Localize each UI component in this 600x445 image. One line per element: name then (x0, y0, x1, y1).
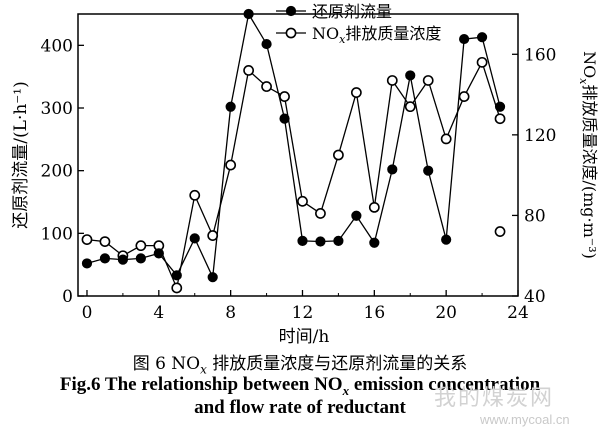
series-reductant-point-19 (423, 165, 434, 176)
series-nox-point-19 (422, 75, 434, 86)
series-reductant-point-8 (225, 101, 236, 112)
watermark-logo: 我的煤炭网 (434, 386, 555, 411)
series-reductant-point-5 (171, 270, 182, 281)
series-reductant-point-14 (333, 235, 344, 246)
y-left-tick-label-100: 100 (41, 224, 73, 244)
series-reductant-point-11 (279, 113, 290, 124)
series-nox-point-5 (171, 282, 183, 294)
legend-nox-prefix: NO (312, 24, 339, 43)
series-nox-line (86, 60, 501, 291)
y-left-tick-label-400: 400 (41, 36, 73, 56)
legend-nox-label: NOx排放质量浓度 (312, 24, 441, 46)
x-axis-label: 时间/h (279, 327, 330, 347)
legend-reductant-marker (285, 5, 297, 17)
legend-nox-marker (285, 27, 297, 39)
series-nox-point-7 (207, 230, 219, 241)
series-reductant-point-17 (387, 164, 398, 175)
series-nox-point-18 (404, 101, 416, 113)
series-reductant-point-6 (189, 233, 200, 244)
series-nox-point-15 (350, 87, 362, 98)
y-right-tick-label-120: 120 (524, 126, 556, 146)
caption-english-line2: and flow rate of reductant (194, 397, 406, 418)
series-reductant-point-13 (315, 236, 326, 247)
y-right-tick-label-160: 160 (524, 45, 556, 65)
series-reductant-point-3 (135, 253, 146, 264)
series-nox-point-9 (243, 65, 255, 76)
x-tick-label-12: 12 (292, 303, 314, 323)
series-reductant-point-18 (405, 70, 416, 81)
y-right-label-prefix: NO (580, 51, 599, 78)
x-tick-label-20: 20 (435, 303, 457, 323)
caption-cn-prefix: 图 6 NO (132, 354, 201, 374)
y-left-tick-label-300: 300 (41, 99, 73, 119)
series-reductant-point-23 (494, 101, 506, 112)
series-nox-point-23 (494, 113, 506, 125)
series-nox-point-20 (440, 133, 452, 145)
series-reductant-point-10 (261, 38, 272, 50)
legend-nox-suffix: 排放质量浓度 (345, 24, 441, 43)
series-nox-point-22 (476, 56, 488, 68)
x-tick-label-4: 4 (153, 303, 164, 323)
series-nox-point-11 (279, 91, 290, 102)
series-nox-point-12 (297, 195, 308, 207)
legend-nox-sub: x (339, 33, 346, 46)
series-reductant-point-20 (441, 234, 452, 245)
series-nox-extra-point-0 (494, 226, 506, 237)
y-right-label-suffix: 排放质量浓度/(mg·m⁻³) (580, 84, 599, 258)
series-nox-point-13 (315, 208, 326, 219)
series-nox-point-14 (333, 149, 344, 161)
series-reductant-point-1 (99, 253, 111, 264)
y-right-label-sub: x (577, 78, 590, 85)
legend-reductant-label: 还原剂流量 (312, 2, 392, 21)
watermark-url: www.mycoal.cn (480, 412, 570, 427)
series-reductant-point-21 (459, 33, 470, 45)
y-left-tick-label-0: 0 (62, 287, 73, 307)
series-nox-point-10 (261, 81, 272, 92)
caption-chinese: 图 6 NOx 排放质量浓度与还原剂流量的关系 (0, 349, 600, 376)
caption-cn-sub: x (200, 362, 207, 377)
plot-frame (77, 13, 519, 297)
y-left-tick-label-200: 200 (41, 162, 73, 182)
caption-en1-suffix: emission concentration (349, 374, 541, 395)
y-left-axis-label: 还原剂流量/(L·h⁻¹) (11, 81, 31, 228)
series-reductant-point-9 (243, 8, 254, 20)
y-right-axis-label: NOx排放质量浓度/(mg·m⁻³) (577, 51, 599, 259)
series-reductant-point-15 (351, 210, 362, 221)
series-nox-point-21 (458, 91, 470, 102)
y-right-tick-label-40: 40 (524, 287, 546, 307)
x-tick-label-8: 8 (225, 303, 236, 323)
x-tick-label-16: 16 (364, 303, 386, 323)
caption-en1-sub: x (342, 382, 350, 398)
series-nox-point-3 (135, 240, 147, 252)
series-reductant-point-16 (369, 237, 380, 248)
series-nox-point-16 (368, 201, 380, 213)
series-reductant-point-0 (81, 258, 93, 269)
series-nox-point-0 (81, 234, 93, 245)
series-reductant-point-2 (117, 254, 128, 265)
series-reductant-point-22 (476, 32, 488, 43)
caption-cn-suffix: 排放质量浓度与还原剂流量的关系 (206, 354, 468, 374)
series-reductant-point-4 (153, 248, 164, 259)
x-tick-label-0: 0 (82, 303, 93, 323)
series-nox-point-6 (189, 189, 201, 201)
series-reductant-point-7 (207, 272, 218, 283)
caption-english-line1: Fig.6 The relationship between NOx emiss… (0, 374, 600, 399)
series-nox-point-17 (386, 75, 398, 86)
series-nox-point-1 (99, 236, 111, 248)
series-reductant-point-12 (297, 235, 308, 246)
x-tick-label-24: 24 (507, 303, 529, 323)
caption-en1-prefix: Fig.6 The relationship between NO (59, 374, 343, 395)
y-right-tick-label-80: 80 (524, 206, 546, 226)
series-nox-point-8 (225, 159, 237, 171)
